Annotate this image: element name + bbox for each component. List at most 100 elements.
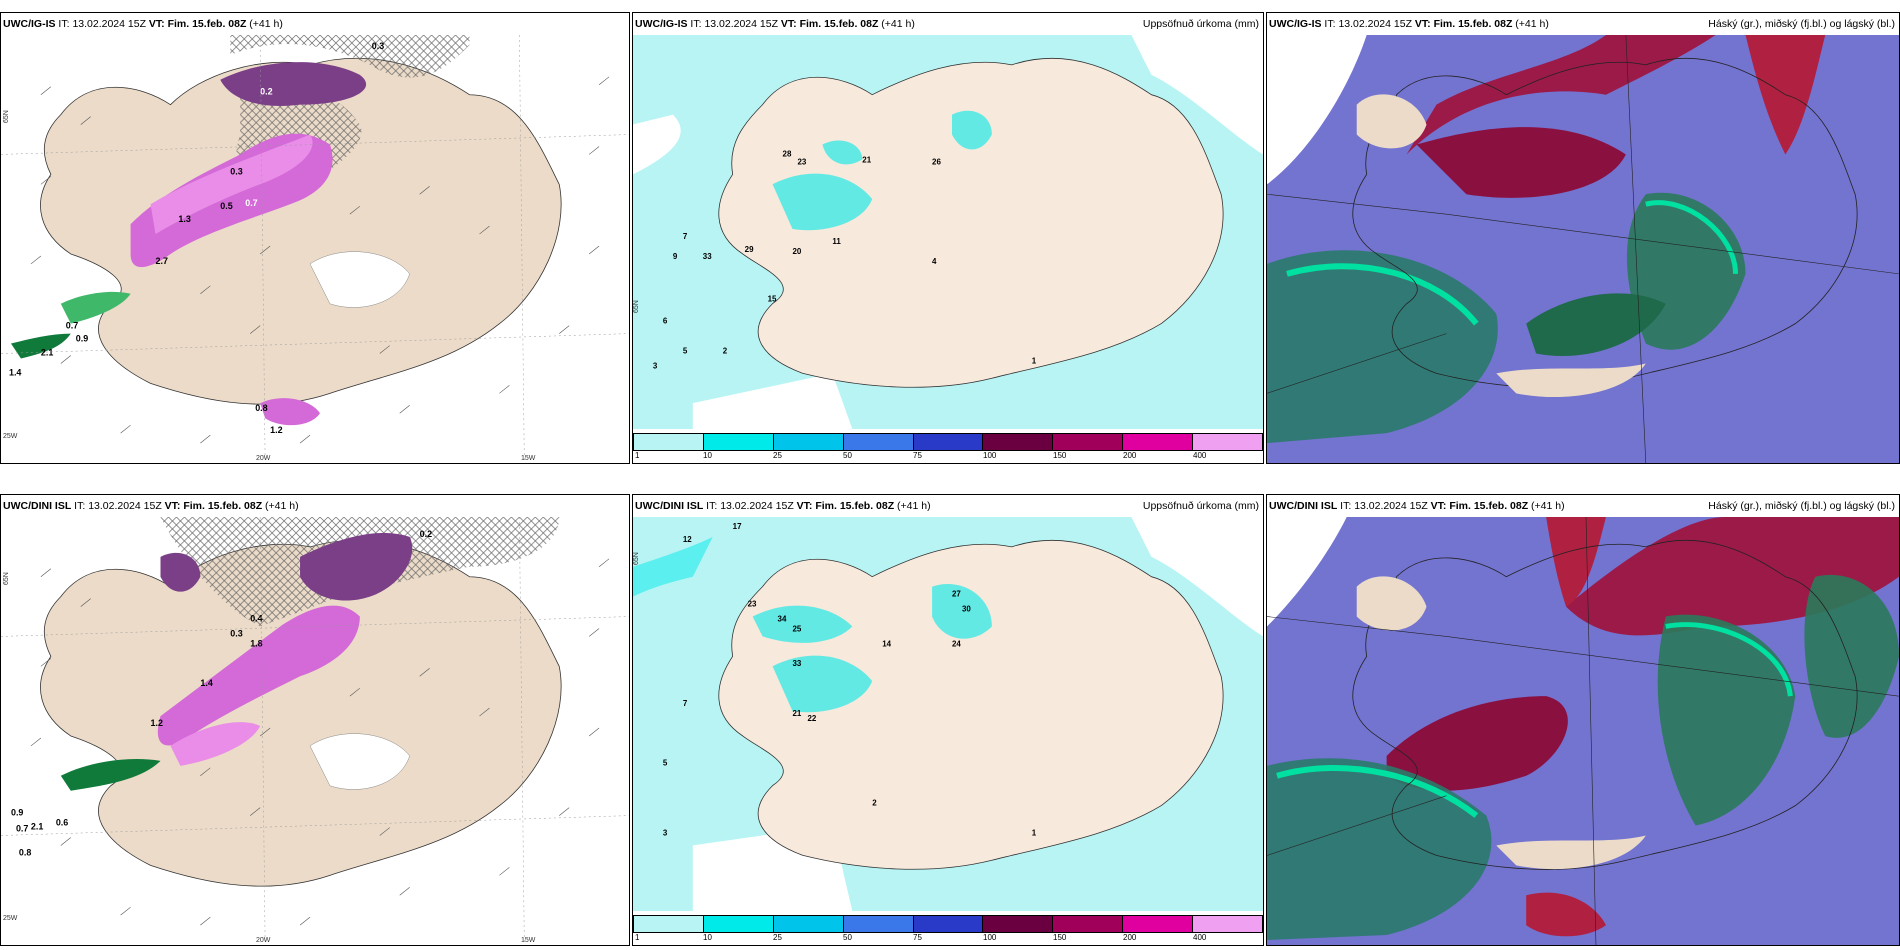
svg-text:0.9: 0.9 xyxy=(76,334,88,344)
panel-title: Uppsöfnuð úrkoma (mm) xyxy=(1142,500,1259,512)
it-value: 13.02.2024 15Z xyxy=(1354,500,1428,512)
svg-text:0.7: 0.7 xyxy=(245,198,257,208)
svg-text:7: 7 xyxy=(683,699,688,708)
it-label: IT: xyxy=(1340,500,1352,512)
it-value: 13.02.2024 15Z xyxy=(1338,18,1412,30)
it-value: 13.02.2024 15Z xyxy=(72,18,146,30)
map-panel-top-middle: UWC/IG-IS IT: 13.02.2024 15Z VT: Fim. 15… xyxy=(632,12,1264,464)
svg-text:2.7: 2.7 xyxy=(156,256,168,266)
lon-label-20w: 20W xyxy=(256,937,271,944)
svg-text:12: 12 xyxy=(683,535,692,544)
colorbar-tick: 100 xyxy=(983,933,997,942)
lon-label-25w: 25W xyxy=(3,433,18,440)
colorbar-segment-1 xyxy=(634,434,704,450)
colorbar-tick: 200 xyxy=(1123,451,1137,460)
svg-text:26: 26 xyxy=(932,157,941,166)
svg-text:0.8: 0.8 xyxy=(19,847,31,857)
it-label: IT: xyxy=(74,500,86,512)
lon-label-15w: 15W xyxy=(521,937,536,944)
colorbar-tick: 10 xyxy=(703,933,712,942)
svg-text:1.2: 1.2 xyxy=(151,718,163,728)
lead-time: (+41 h) xyxy=(265,500,299,512)
svg-text:34: 34 xyxy=(778,614,787,623)
svg-text:1.8: 1.8 xyxy=(250,638,262,648)
panel-header: UWC/DINI ISL IT: 13.02.2024 15Z VT: Fim.… xyxy=(1,495,629,517)
svg-text:25: 25 xyxy=(792,624,801,633)
svg-text:0.2: 0.2 xyxy=(420,529,432,539)
colorbar-tick: 10 xyxy=(703,451,712,460)
svg-text:21: 21 xyxy=(792,709,801,718)
it-label: IT: xyxy=(706,500,718,512)
map-panel-top-right: UWC/IG-IS IT: 13.02.2024 15Z VT: Fim. 15… xyxy=(1266,12,1900,464)
lat-label: 65N xyxy=(633,300,640,313)
svg-text:6: 6 xyxy=(663,317,668,326)
colorbar-segment-9 xyxy=(1193,434,1263,450)
svg-text:0.5: 0.5 xyxy=(220,201,232,211)
panel-header: UWC/IG-IS IT: 13.02.2024 15Z VT: Fim. 15… xyxy=(1,13,629,35)
colorbar-segment-1 xyxy=(634,916,704,932)
map-panel-bottom-middle: UWC/DINI ISL IT: 13.02.2024 15Z VT: Fim.… xyxy=(632,494,1264,946)
colorbar-segment-6 xyxy=(983,916,1054,932)
colorbar-tick: 150 xyxy=(1053,933,1067,942)
colorbar-tick: 50 xyxy=(843,451,852,460)
svg-text:22: 22 xyxy=(807,714,816,723)
svg-text:0.6: 0.6 xyxy=(56,818,68,828)
colorbar-tick: 400 xyxy=(1193,933,1207,942)
lon-label-15w: 15W xyxy=(521,455,536,462)
map-panel-bottom-left: UWC/DINI ISL IT: 13.02.2024 15Z VT: Fim.… xyxy=(0,494,630,946)
lead-time: (+41 h) xyxy=(1515,18,1549,30)
svg-text:28: 28 xyxy=(783,149,792,158)
svg-text:5: 5 xyxy=(663,759,668,768)
lead-time: (+41 h) xyxy=(1531,500,1565,512)
vt-value: Fim. 15.feb. 08Z xyxy=(167,18,247,30)
svg-text:20: 20 xyxy=(792,247,801,256)
panel-header: UWC/DINI ISL IT: 13.02.2024 15Z VT: Fim.… xyxy=(633,495,1263,517)
colorbar-tick: 75 xyxy=(913,933,922,942)
lat-label: 65N xyxy=(3,572,10,585)
svg-text:2.1: 2.1 xyxy=(31,822,43,832)
colorbar-segment-5 xyxy=(913,916,984,932)
it-value: 13.02.2024 15Z xyxy=(88,500,162,512)
vt-value: Fim. 15.feb. 08Z xyxy=(183,500,263,512)
svg-text:0.4: 0.4 xyxy=(250,614,262,624)
colorbar-segment-3 xyxy=(773,916,844,932)
colorbar xyxy=(633,433,1263,451)
svg-text:5: 5 xyxy=(683,346,688,355)
colorbar-segment-7 xyxy=(1053,916,1124,932)
it-label: IT: xyxy=(58,18,70,30)
colorbar-segment-8 xyxy=(1123,434,1194,450)
svg-text:33: 33 xyxy=(792,659,801,668)
svg-text:2: 2 xyxy=(872,799,877,808)
lead-time: (+41 h) xyxy=(249,18,283,30)
panel-title: Háský (gr.), miðský (fj.bl.) og lágský (… xyxy=(1708,500,1895,512)
colorbar-tick: 150 xyxy=(1053,451,1067,460)
svg-text:9: 9 xyxy=(673,252,678,261)
svg-text:29: 29 xyxy=(745,245,754,254)
vt-label: VT: xyxy=(796,500,813,512)
svg-text:1: 1 xyxy=(1032,356,1037,365)
svg-text:3: 3 xyxy=(663,828,668,837)
model-name: UWC/DINI ISL xyxy=(1269,500,1338,512)
colorbar-tick: 200 xyxy=(1123,933,1137,942)
svg-text:23: 23 xyxy=(748,600,757,609)
colorbar-segment-2 xyxy=(703,916,774,932)
panel-title: Háský (gr.), miðský (fj.bl.) og lágský (… xyxy=(1708,18,1895,30)
svg-text:2.1: 2.1 xyxy=(41,348,53,358)
colorbar-tick: 25 xyxy=(773,933,782,942)
svg-text:14: 14 xyxy=(882,639,891,648)
map-panel-top-left: UWC/IG-IS IT: 13.02.2024 15Z VT: Fim. 15… xyxy=(0,12,630,464)
svg-text:15: 15 xyxy=(768,295,777,304)
vt-value: Fim. 15.feb. 08Z xyxy=(1433,18,1513,30)
svg-text:17: 17 xyxy=(733,522,742,531)
colorbar-segment-4 xyxy=(843,916,914,932)
vt-label: VT: xyxy=(164,500,181,512)
cloud-cover-map xyxy=(1267,517,1899,945)
svg-text:23: 23 xyxy=(797,157,806,166)
colorbar-segment-6 xyxy=(983,434,1054,450)
svg-text:0.3: 0.3 xyxy=(230,628,242,638)
cloud-cover-map xyxy=(1267,35,1899,463)
lon-label-20w: 20W xyxy=(256,455,271,462)
svg-text:0.8: 0.8 xyxy=(255,403,267,413)
panel-title: Uppsöfnuð úrkoma (mm) xyxy=(1142,18,1259,30)
vt-label: VT: xyxy=(780,18,797,30)
